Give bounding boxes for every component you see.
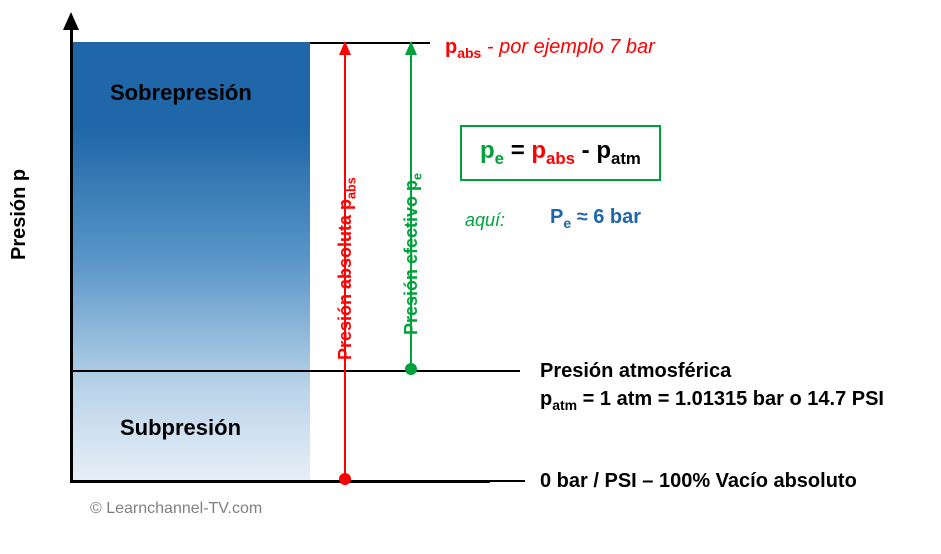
pe-approx: Pe ≈ 6 bar — [550, 206, 641, 231]
y-axis — [70, 28, 73, 483]
y-axis-arrowhead — [63, 12, 79, 30]
eff-pressure-label: Presión efectivo pe — [401, 173, 425, 335]
zero-text: 0 bar / PSI – 100% Vacío absoluto — [540, 470, 857, 493]
pabs-example: pabs - por ejemplo 7 bar — [445, 36, 655, 61]
aqui-label: aquí: — [465, 210, 505, 231]
atm-line — [73, 370, 520, 372]
overpressure-label: Sobrepresión — [110, 80, 252, 106]
zero-line-ext — [490, 480, 525, 482]
y-axis-label: Presión p — [8, 169, 31, 260]
underpressure-label: Subpresión — [120, 415, 241, 441]
abs-pressure-label: Presión absoluta pabs — [335, 177, 359, 360]
x-axis-baseline — [70, 480, 490, 483]
diagram-container: Presión p Sobrepresión Subpresión Presió… — [0, 0, 941, 554]
formula-box: pe = pabs - patm — [460, 125, 661, 181]
atm-text-2: patm = 1 atm = 1.01315 bar o 14.7 PSI — [540, 388, 884, 413]
copyright: © Learnchannel-TV.com — [90, 500, 262, 518]
atm-text-1: Presión atmosférica — [540, 360, 731, 383]
